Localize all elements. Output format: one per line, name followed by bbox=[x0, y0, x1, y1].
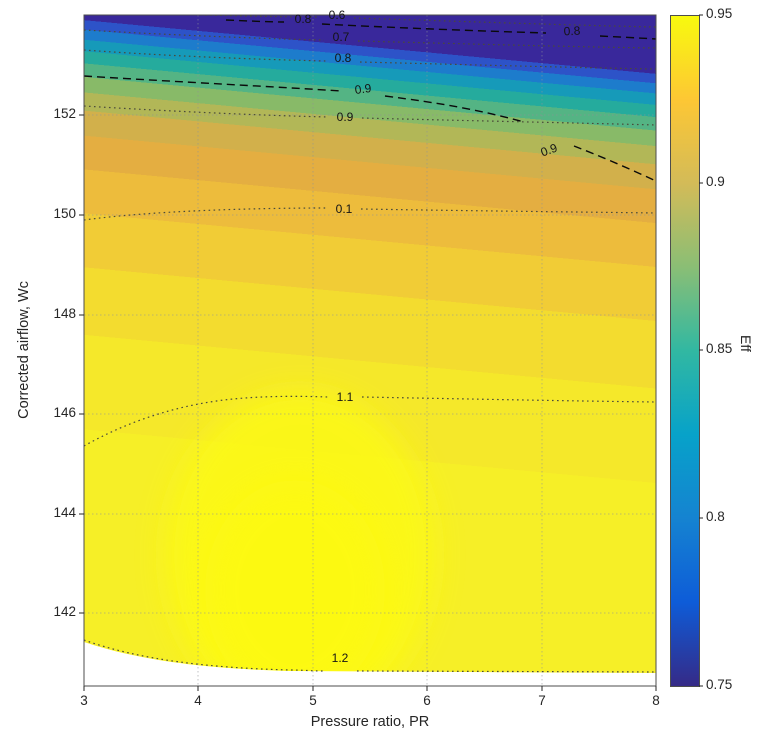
colorbar-tick-label: 0.8 bbox=[706, 509, 725, 524]
x-tick-label: 7 bbox=[538, 693, 546, 708]
contour-label-speed-0.9: 0.9 bbox=[336, 110, 354, 124]
axes-box bbox=[83, 14, 657, 687]
colorbar-tick-marks bbox=[699, 14, 703, 687]
x-axis-label: Pressure ratio, PR bbox=[310, 714, 430, 730]
x-tick-label: 3 bbox=[80, 693, 88, 708]
y-tick-label: 144 bbox=[53, 505, 76, 520]
contour-label-eff-0.8: 0.8 bbox=[294, 12, 312, 26]
colorbar bbox=[670, 15, 700, 687]
out-of-range-region bbox=[84, 642, 656, 686]
plot-area bbox=[84, 15, 656, 686]
contour-label-speed-0.7: 0.7 bbox=[332, 30, 350, 44]
x-tick-label: 5 bbox=[309, 693, 317, 708]
contour-label-speed-1.1: 1.1 bbox=[336, 390, 354, 404]
contour-label-eff-0.8: 0.8 bbox=[563, 23, 581, 39]
dotted-speed-contours bbox=[84, 15, 656, 673]
grid-lines bbox=[84, 15, 656, 686]
y-tick-label: 152 bbox=[53, 106, 76, 121]
axis-tick-marks bbox=[79, 114, 657, 691]
contour-label-eff-0.9: 0.9 bbox=[353, 81, 373, 97]
contour-label-speed-0.8: 0.8 bbox=[334, 51, 352, 65]
contour-label-speed-0.6: 0.6 bbox=[328, 8, 346, 22]
peak-efficiency-core bbox=[205, 480, 385, 686]
x-tick-label: 6 bbox=[423, 693, 431, 708]
x-tick-label: 4 bbox=[194, 693, 202, 708]
contour-label-speed-1.0: 0.1 bbox=[335, 202, 353, 216]
y-tick-label: 146 bbox=[53, 405, 76, 420]
colorbar-tick-label: 0.95 bbox=[706, 6, 733, 21]
y-tick-label: 150 bbox=[53, 206, 76, 221]
dashed-efficiency-contours bbox=[84, 19, 656, 182]
colorbar-tick-label: 0.9 bbox=[706, 174, 725, 189]
colorbar-tick-label: 0.75 bbox=[706, 677, 733, 692]
y-axis-label: Corrected airflow, Wc bbox=[16, 281, 32, 419]
y-tick-label: 142 bbox=[53, 604, 76, 619]
y-tick-label: 148 bbox=[53, 306, 76, 321]
x-tick-label: 8 bbox=[652, 693, 660, 708]
colorbar-tick-label: 0.85 bbox=[706, 341, 733, 356]
contour-label-speed-1.2: 1.2 bbox=[331, 651, 349, 665]
colorbar-axis-label: Eff bbox=[738, 335, 754, 352]
